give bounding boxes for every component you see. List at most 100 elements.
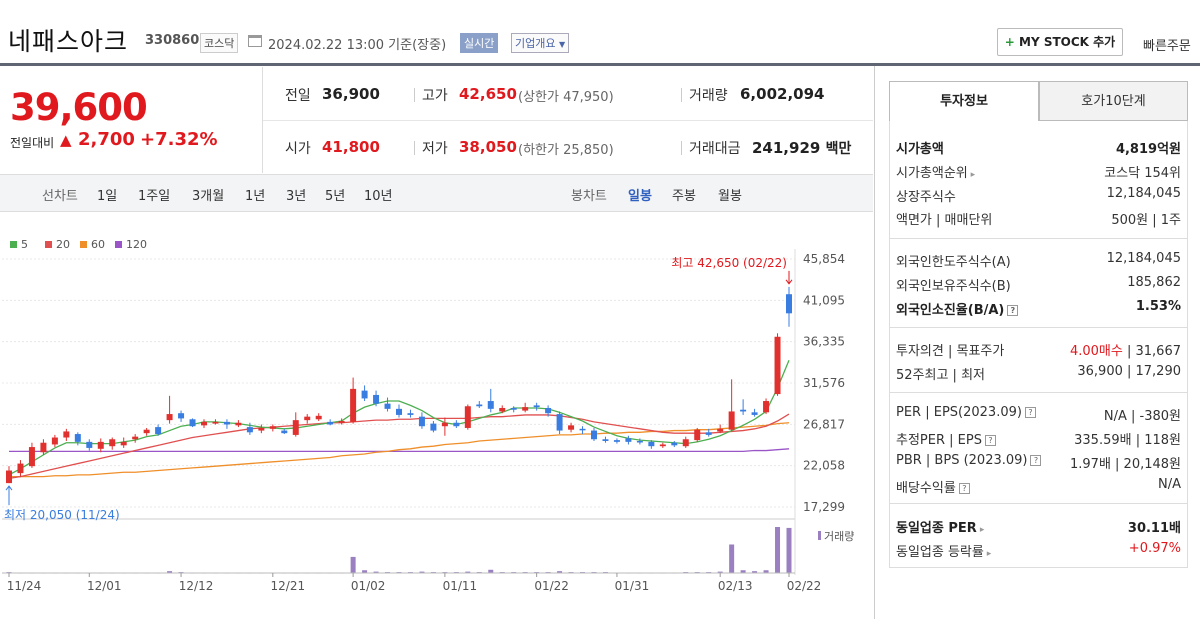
legend-label: 120: [126, 238, 147, 251]
help-icon[interactable]: ?: [984, 435, 996, 446]
y-tick-label: 31,576: [803, 376, 845, 390]
stock-chart[interactable]: 5 20 60 120 45,854 41,095 36,335 31,576 26,817 22…: [0, 213, 873, 613]
candle-body: [166, 414, 173, 421]
company-info-dropdown[interactable]: 기업개요 ▼: [511, 33, 570, 53]
min-annotation: 최저 20,050 (11/24): [4, 508, 120, 522]
info-row: 상장주식수 12,184,045: [896, 184, 1181, 206]
info-value: 185,862: [1127, 275, 1181, 290]
info-value: 1.97배 | 20,148원: [1070, 457, 1181, 472]
candle-monthly[interactable]: 월봉: [718, 189, 742, 204]
info-value: 12,184,045: [1106, 251, 1181, 266]
candle-body: [671, 442, 678, 446]
date-suffix: 기준(장중): [388, 38, 447, 53]
info-key: 시가총액: [896, 142, 944, 157]
legend-label: 5: [21, 238, 28, 251]
x-tick-label: 02/22: [787, 579, 822, 593]
candle-weekly[interactable]: 주봉: [672, 189, 696, 204]
candle-body: [476, 404, 483, 407]
candle-body: [97, 441, 104, 449]
y-tick-label: 17,299: [803, 500, 845, 514]
volume-bar: [729, 544, 735, 573]
realtime-button[interactable]: 실시간: [460, 33, 499, 53]
lower-limit: (하한가 25,850): [518, 139, 614, 158]
tab-investment-info[interactable]: 투자정보: [889, 81, 1039, 121]
candle-body: [201, 421, 207, 426]
candle-body: [510, 407, 517, 410]
period-10y[interactable]: 10년: [364, 189, 393, 204]
info-value: 12,184,045: [1106, 186, 1181, 201]
lower-limit-value: 25,850): [563, 143, 614, 158]
candle-body: [132, 436, 139, 440]
period-3y[interactable]: 3년: [286, 189, 307, 204]
candle-body: [361, 390, 368, 399]
divider: [874, 66, 875, 619]
info-key: 외국인보유주식수(B): [896, 279, 1011, 294]
add-my-stock-button[interactable]: + MY STOCK 추가: [997, 28, 1123, 56]
help-icon[interactable]: ?: [1030, 455, 1042, 466]
x-tick-label: 02/13: [718, 579, 753, 593]
help-icon[interactable]: ?: [1024, 407, 1036, 418]
chevron-right-icon[interactable]: ▸: [976, 525, 985, 535]
tab-orderbook[interactable]: 호가10단계: [1039, 81, 1188, 121]
candle-body: [453, 422, 460, 427]
candle-body: [659, 444, 666, 447]
date-stamp: 2024.02.22 13:00 기준(장중): [268, 34, 446, 53]
header-divider: [0, 63, 1200, 66]
target-price-value: | 31,667: [1122, 344, 1181, 359]
help-icon[interactable]: ?: [1007, 305, 1019, 316]
info-key: 외국인한도주식수(A): [896, 255, 1011, 270]
info-value: +0.97%: [1128, 541, 1181, 556]
prev-close-label: 전일: [285, 88, 311, 104]
divider: [414, 88, 415, 102]
info-panel-frame: [889, 121, 1188, 568]
info-key: 52주최고 | 최저: [896, 368, 985, 383]
quick-order-button[interactable]: 빠른주문: [1143, 39, 1191, 54]
company-info-label: 기업개요: [515, 37, 556, 50]
candle-body: [28, 447, 35, 467]
candle-body: [786, 294, 792, 314]
calendar-icon: [248, 35, 262, 47]
volume-legend-swatch: [818, 531, 821, 540]
divider: [263, 120, 873, 121]
candle-body: [350, 388, 357, 422]
period-1w[interactable]: 1주일: [138, 189, 171, 204]
period-5y[interactable]: 5년: [325, 189, 346, 204]
period-1d[interactable]: 1일: [97, 189, 118, 204]
candle-daily[interactable]: 일봉: [628, 189, 652, 204]
plus-icon: +: [1004, 35, 1015, 49]
lower-limit-label: (하한가: [518, 143, 559, 158]
trade-amount-value: 241,929 백만: [752, 138, 851, 158]
candle-body: [613, 440, 620, 442]
date-value: 2024.02.22 13:00: [268, 38, 385, 53]
low-label: 저가: [422, 141, 448, 157]
candle-body: [694, 429, 701, 441]
candle-body: [304, 416, 311, 421]
y-tick-label: 22,058: [803, 459, 845, 473]
up-triangle-icon: ▲: [60, 131, 72, 149]
candle-body: [556, 414, 563, 431]
high-value: 42,650: [459, 85, 517, 103]
period-1y[interactable]: 1년: [245, 189, 266, 204]
help-icon[interactable]: ?: [958, 483, 970, 494]
ma120-line: [9, 448, 790, 453]
candle-body: [636, 440, 643, 443]
stock-name: 네패스아크: [8, 27, 129, 56]
candle-body: [269, 426, 276, 429]
volume-bar: [775, 527, 781, 573]
open-label: 시가: [285, 141, 311, 157]
candle-body: [315, 415, 322, 420]
ma20-line: [8, 413, 790, 479]
chevron-right-icon[interactable]: ▸: [983, 549, 992, 559]
chevron-right-icon[interactable]: ▸: [967, 170, 976, 180]
candle-body: [17, 463, 24, 474]
volume-bar: [557, 571, 563, 573]
y-tick-label: 36,335: [803, 335, 845, 349]
period-3m[interactable]: 3개월: [192, 189, 225, 204]
y-tick-label: 26,817: [803, 417, 845, 431]
candle-body: [579, 428, 586, 431]
open-value: 41,800: [322, 138, 380, 156]
stock-header: 네패스아크 330860 코스닥 2024.02.22 13:00 기준(장중)…: [0, 0, 1200, 64]
info-value: 4,819억원: [1115, 142, 1181, 157]
info-value: 335.59배 | 118원: [1074, 433, 1181, 448]
candle-body: [384, 403, 391, 409]
